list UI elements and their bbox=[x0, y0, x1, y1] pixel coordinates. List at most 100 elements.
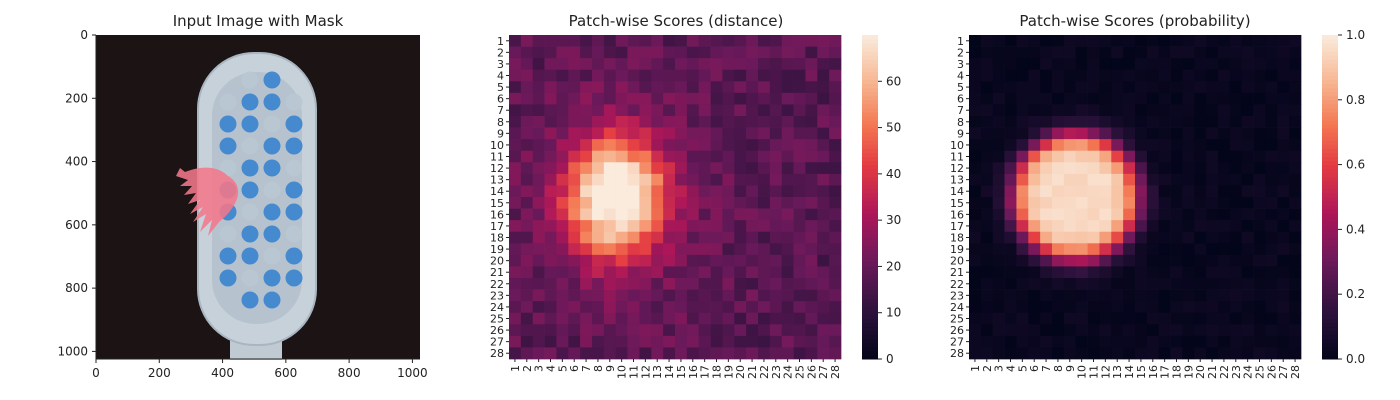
colorbar-segment bbox=[862, 87, 878, 93]
heatmap-cell bbox=[805, 173, 818, 186]
heatmap-cell bbox=[1182, 220, 1195, 233]
colorbar-tick-label: 1.0 bbox=[1346, 28, 1365, 42]
heatmap-cell bbox=[1004, 139, 1017, 152]
y-tick-label: 600 bbox=[65, 218, 88, 232]
heatmap-cell bbox=[580, 254, 593, 267]
heatmap-cell bbox=[698, 92, 711, 105]
bristle-tuft bbox=[219, 137, 237, 155]
heatmap-cell bbox=[1277, 231, 1290, 244]
colorbar-segment bbox=[1322, 253, 1338, 259]
heatmap-cell bbox=[675, 58, 688, 71]
heatmap-cell bbox=[1158, 347, 1171, 360]
heatmap-cell bbox=[603, 127, 617, 140]
heatmap-cell bbox=[746, 243, 759, 256]
heatmap-cell bbox=[1063, 92, 1077, 105]
heatmap-cell bbox=[663, 173, 676, 186]
heatmap-cell bbox=[1277, 139, 1290, 152]
heatmap-cell bbox=[781, 243, 794, 256]
heatmap-cell bbox=[556, 243, 569, 256]
heatmap-cell bbox=[1229, 185, 1243, 198]
heatmap-cell bbox=[805, 139, 818, 152]
heatmap-cell bbox=[710, 335, 723, 348]
heatmap-cell bbox=[1099, 69, 1112, 82]
colorbar-segment bbox=[862, 282, 878, 287]
colorbar-segment bbox=[862, 172, 878, 178]
heatmap-cell bbox=[592, 35, 605, 47]
heatmap-cell bbox=[1063, 312, 1077, 325]
heatmap-cell bbox=[568, 289, 581, 302]
heatmap-cell bbox=[698, 116, 711, 128]
heatmap-cell bbox=[1135, 58, 1148, 71]
x-tick-label: 19 bbox=[1182, 365, 1195, 379]
heatmap-cell bbox=[1182, 335, 1195, 348]
heatmap-cell bbox=[722, 220, 735, 233]
heatmap-cell bbox=[746, 197, 759, 209]
heatmap-cell bbox=[829, 185, 842, 198]
heatmap-cell bbox=[1111, 35, 1124, 47]
heatmap-cell bbox=[758, 58, 771, 71]
heatmap-cell bbox=[1289, 347, 1302, 360]
heatmap-cell bbox=[568, 116, 581, 128]
heatmap-cell bbox=[793, 150, 806, 163]
heatmap-cell bbox=[992, 220, 1005, 233]
heatmap-cell bbox=[829, 92, 842, 105]
heatmap-cell bbox=[781, 197, 794, 209]
heatmap-cell bbox=[1040, 185, 1053, 198]
heatmap-cell bbox=[1075, 116, 1088, 128]
heatmap-cell bbox=[532, 92, 545, 105]
heatmap-cell bbox=[734, 150, 747, 163]
heatmap-cell bbox=[603, 116, 617, 128]
y-tick-label: 3 bbox=[957, 58, 964, 71]
heatmap-cell bbox=[769, 266, 783, 279]
heatmap-cell bbox=[1063, 243, 1077, 256]
heatmap-cell bbox=[1016, 254, 1029, 267]
heatmap-cell bbox=[651, 139, 664, 152]
heatmap-cell bbox=[980, 81, 994, 94]
colorbar-segment bbox=[862, 241, 878, 247]
heatmap-cell bbox=[992, 104, 1005, 117]
heatmap-cell bbox=[1135, 301, 1148, 314]
heatmap-cell bbox=[758, 231, 771, 244]
heatmap-cell bbox=[1146, 58, 1160, 71]
heatmap-cell bbox=[805, 220, 818, 233]
heatmap-cell bbox=[710, 289, 723, 302]
heatmap-cell bbox=[544, 231, 557, 244]
heatmap-cell bbox=[1229, 324, 1243, 337]
heatmap-cell bbox=[817, 266, 830, 279]
heatmap-cell bbox=[1170, 127, 1183, 140]
heatmap-cell bbox=[769, 185, 783, 198]
heatmap-cell bbox=[1229, 81, 1243, 94]
heatmap-cell bbox=[992, 173, 1005, 186]
heatmap-cell bbox=[568, 150, 581, 163]
heatmap-cell bbox=[568, 278, 581, 290]
heatmap-cell bbox=[1241, 127, 1254, 140]
heatmap-cell bbox=[1241, 254, 1254, 267]
heatmap-cell bbox=[1146, 312, 1160, 325]
heatmap-cell bbox=[615, 173, 628, 186]
heatmap-cell bbox=[615, 301, 628, 314]
heatmap-cell bbox=[1087, 150, 1100, 163]
panel1-title: Input Image with Mask bbox=[173, 12, 344, 30]
heatmap-cell bbox=[793, 243, 806, 256]
heatmap-cell bbox=[603, 324, 617, 337]
heatmap-cell bbox=[758, 162, 771, 175]
heatmap-cell bbox=[805, 278, 818, 290]
heatmap-cell bbox=[1218, 254, 1231, 267]
heatmap-cell bbox=[1170, 254, 1183, 267]
heatmap-cell bbox=[568, 46, 581, 59]
heatmap-cell bbox=[793, 104, 806, 117]
heatmap-cell bbox=[769, 243, 783, 256]
heatmap-cell bbox=[1004, 127, 1017, 140]
heatmap-cell bbox=[520, 266, 534, 279]
heatmap-cell bbox=[544, 173, 557, 186]
heatmap-cell bbox=[1277, 266, 1290, 279]
colorbar-tick-label: 50 bbox=[886, 121, 901, 135]
bristle-tuft bbox=[219, 159, 237, 177]
heatmap-cell bbox=[1099, 312, 1112, 325]
heatmap-cell bbox=[829, 231, 842, 244]
heatmap-cell bbox=[1099, 46, 1112, 59]
heatmap-cell bbox=[1028, 127, 1041, 140]
heatmap-cell bbox=[1170, 220, 1183, 233]
heatmap-cell bbox=[1052, 278, 1065, 290]
heatmap-cell bbox=[1253, 69, 1266, 82]
